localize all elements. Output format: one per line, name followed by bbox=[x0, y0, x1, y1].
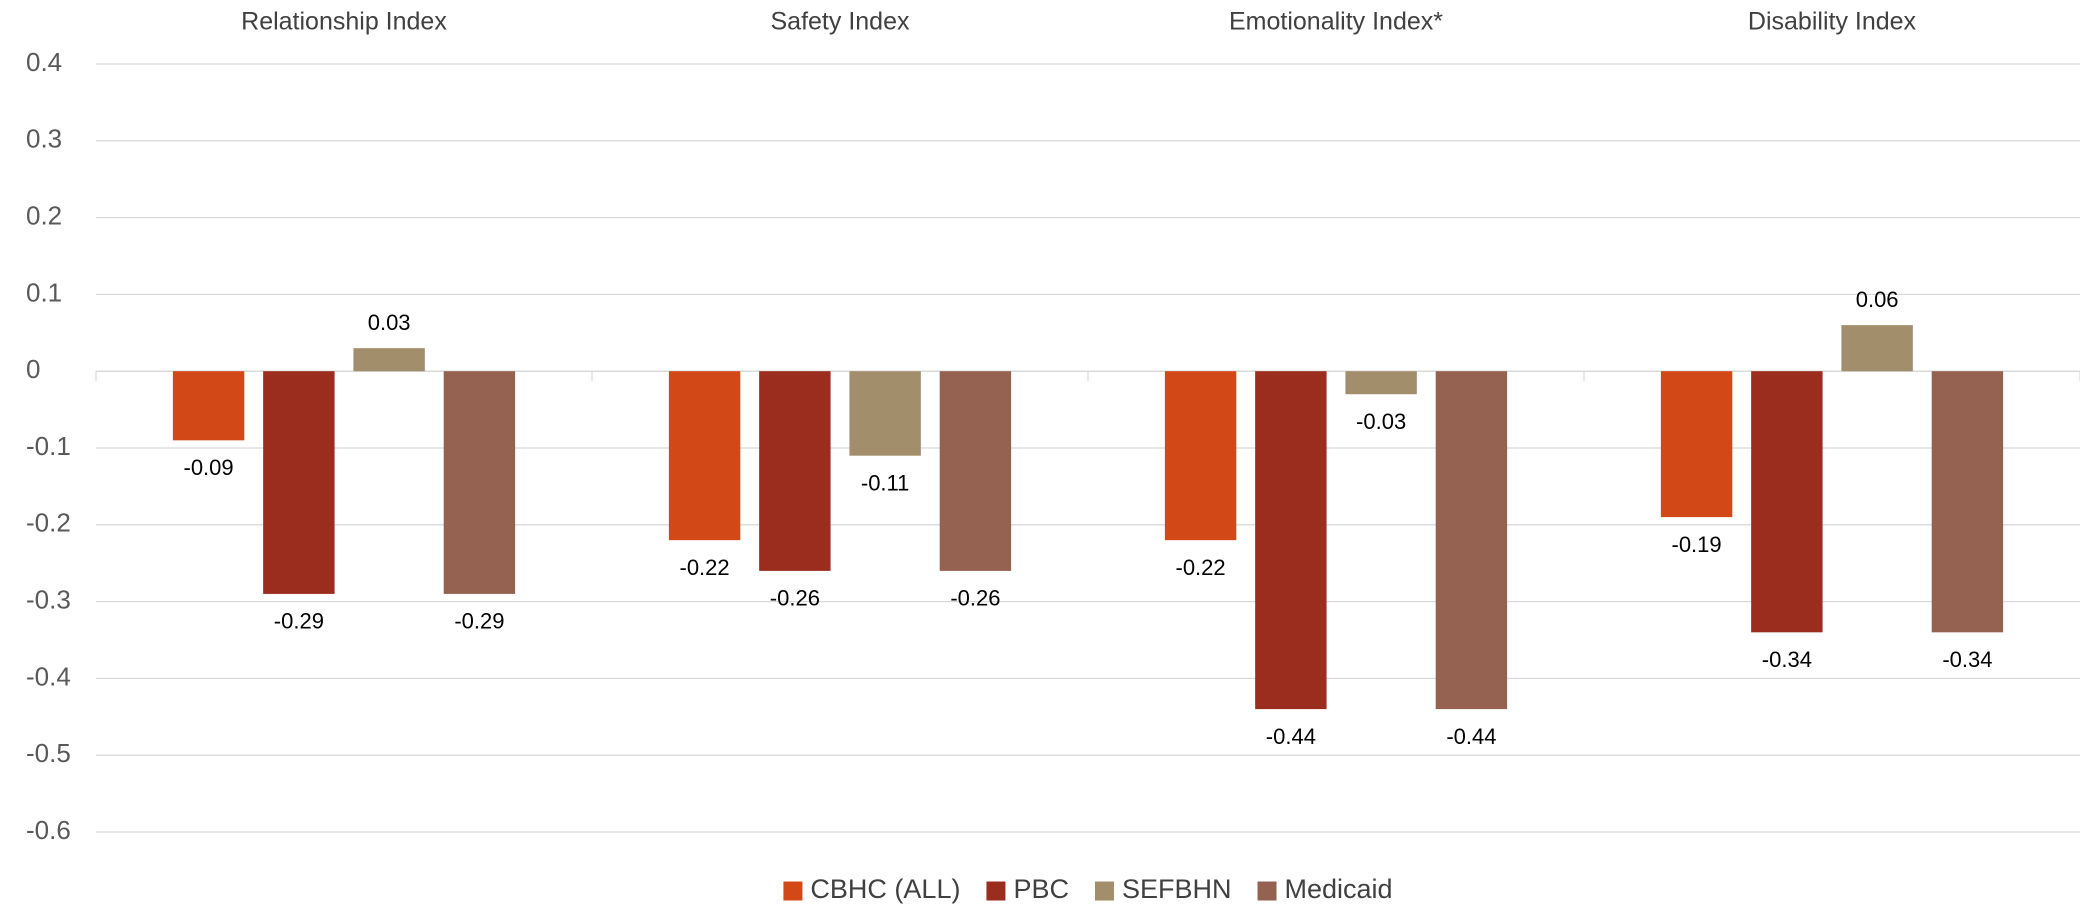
bar bbox=[1255, 371, 1327, 710]
bar bbox=[1841, 325, 1913, 372]
legend-label: CBHC (ALL) bbox=[810, 874, 960, 904]
bar bbox=[668, 371, 741, 541]
y-tick-label: -0.4 bbox=[26, 661, 71, 691]
y-tick-label: 0 bbox=[26, 354, 40, 384]
data-label: -0.44 bbox=[1266, 724, 1316, 749]
data-label: -0.22 bbox=[1176, 555, 1226, 580]
data-label: -0.26 bbox=[770, 586, 820, 611]
data-label: 0.03 bbox=[368, 310, 411, 335]
legend-swatch bbox=[986, 881, 1006, 901]
data-label: -0.09 bbox=[184, 455, 234, 480]
y-tick-label: 0.2 bbox=[26, 200, 62, 230]
data-label: -0.11 bbox=[861, 470, 910, 495]
y-tick-label: -0.1 bbox=[26, 431, 71, 461]
legend-swatch bbox=[1257, 881, 1277, 901]
legend-label: Medicaid bbox=[1285, 874, 1393, 904]
bar bbox=[1164, 371, 1237, 541]
data-label: -0.29 bbox=[454, 609, 504, 634]
legend-label: PBC bbox=[1013, 874, 1069, 904]
bar bbox=[1435, 371, 1508, 710]
category-label: Emotionality Index* bbox=[1229, 8, 1443, 36]
bar bbox=[939, 371, 1012, 571]
data-label: -0.44 bbox=[1446, 724, 1496, 749]
y-tick-label: 0.3 bbox=[26, 124, 62, 154]
bar bbox=[172, 371, 245, 441]
bar bbox=[759, 371, 831, 571]
category-label: Safety Index bbox=[771, 8, 910, 36]
data-label: -0.19 bbox=[1672, 532, 1722, 557]
bar bbox=[443, 371, 516, 594]
bar bbox=[1345, 371, 1417, 395]
data-label: 0.06 bbox=[1856, 287, 1899, 312]
y-tick-label: -0.3 bbox=[26, 584, 71, 614]
y-tick-label: -0.2 bbox=[26, 508, 71, 538]
data-label: -0.34 bbox=[1762, 647, 1812, 672]
data-label: -0.34 bbox=[1942, 647, 1992, 672]
y-tick-label: -0.5 bbox=[26, 738, 71, 768]
data-label: -0.22 bbox=[680, 555, 730, 580]
y-tick-label: 0.4 bbox=[26, 47, 62, 77]
bar bbox=[1751, 371, 1823, 633]
legend-swatch bbox=[783, 881, 803, 901]
bar bbox=[263, 371, 335, 594]
data-label: -0.29 bbox=[274, 609, 324, 634]
data-label: -0.03 bbox=[1356, 409, 1406, 434]
legend-swatch bbox=[1094, 881, 1114, 901]
y-tick-label: -0.6 bbox=[26, 815, 71, 845]
bar bbox=[1931, 371, 2004, 633]
legend-label: SEFBHN bbox=[1122, 874, 1232, 904]
category-label: Relationship Index bbox=[241, 8, 447, 36]
bar bbox=[1660, 371, 1733, 518]
data-label: -0.26 bbox=[950, 586, 1000, 611]
bar bbox=[353, 348, 425, 372]
bar bbox=[849, 371, 921, 456]
category-label: Disability Index bbox=[1748, 8, 1917, 36]
y-tick-label: 0.1 bbox=[26, 277, 62, 307]
